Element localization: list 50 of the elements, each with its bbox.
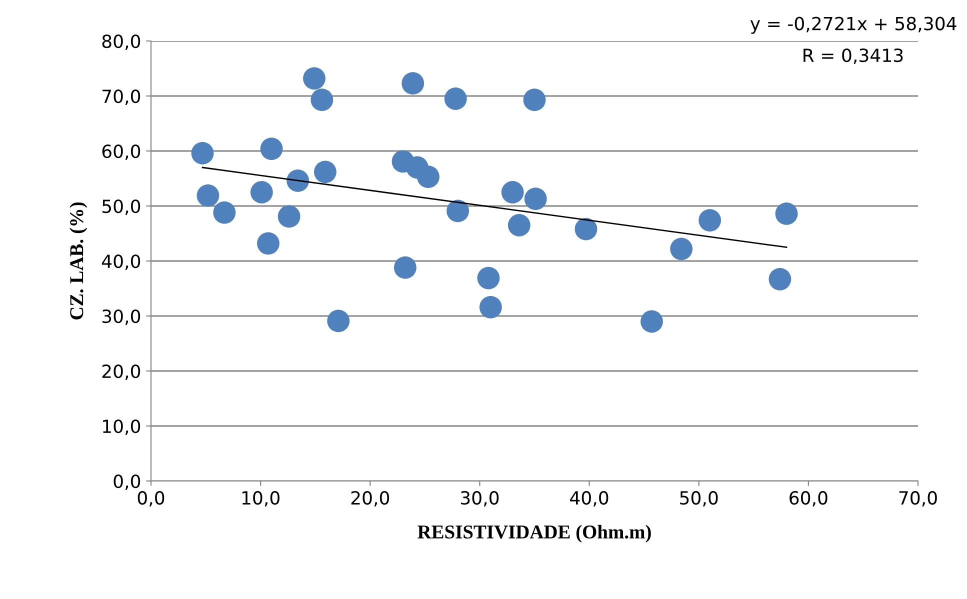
annotation: R = 0,3413 — [804, 48, 903, 64]
point — [394, 256, 416, 279]
point — [417, 166, 440, 188]
point — [444, 88, 467, 110]
point — [303, 67, 326, 90]
point — [508, 214, 530, 236]
y-tick-label: 50,0 — [102, 199, 140, 215]
point — [196, 184, 220, 207]
y-tick-label: 80,0 — [102, 34, 140, 50]
y-tick-label: 10,0 — [103, 419, 140, 435]
point — [314, 160, 336, 184]
x-tick-label: 40,0 — [570, 491, 608, 507]
x-tick-label: 20,0 — [351, 491, 390, 507]
point — [501, 181, 524, 204]
x-tick-label: 30,0 — [460, 491, 499, 507]
x-tick-label: 0,0 — [138, 491, 164, 507]
point — [191, 142, 214, 164]
point — [640, 310, 663, 333]
point — [257, 232, 280, 255]
point — [286, 170, 310, 192]
x-tick-label: 10,0 — [242, 491, 280, 507]
point — [213, 201, 236, 224]
point — [524, 188, 547, 210]
x-tick-label: 70,0 — [899, 491, 937, 507]
point — [446, 200, 469, 222]
point — [775, 202, 798, 225]
y-tick-label: 30,0 — [102, 309, 140, 325]
x-tick-label: 50,0 — [680, 491, 718, 507]
point — [670, 238, 693, 260]
text: y = -0,2721x + 58,304 — [750, 16, 956, 34]
y-tick-label: 70,0 — [102, 89, 140, 105]
point — [310, 88, 334, 112]
point — [698, 209, 722, 232]
y-tick-label: 40,0 — [102, 254, 140, 270]
point — [523, 88, 546, 112]
y-tick-label: 20,0 — [102, 364, 140, 380]
point — [477, 266, 500, 290]
point — [768, 268, 792, 290]
x-tick-label: 60,0 — [790, 491, 828, 507]
point — [260, 138, 283, 160]
point — [479, 296, 502, 318]
x-axis-title: RESISTIVIDADE (Ohm.m) — [418, 524, 651, 542]
y-tick-label: 60,0 — [102, 144, 140, 160]
point — [250, 181, 273, 204]
point — [327, 310, 350, 332]
point — [574, 218, 598, 240]
point — [278, 205, 300, 228]
y-axis-title: CZ. LAB. (%) — [70, 202, 88, 320]
y-tick-label: 0,0 — [114, 474, 140, 490]
point — [402, 72, 424, 95]
